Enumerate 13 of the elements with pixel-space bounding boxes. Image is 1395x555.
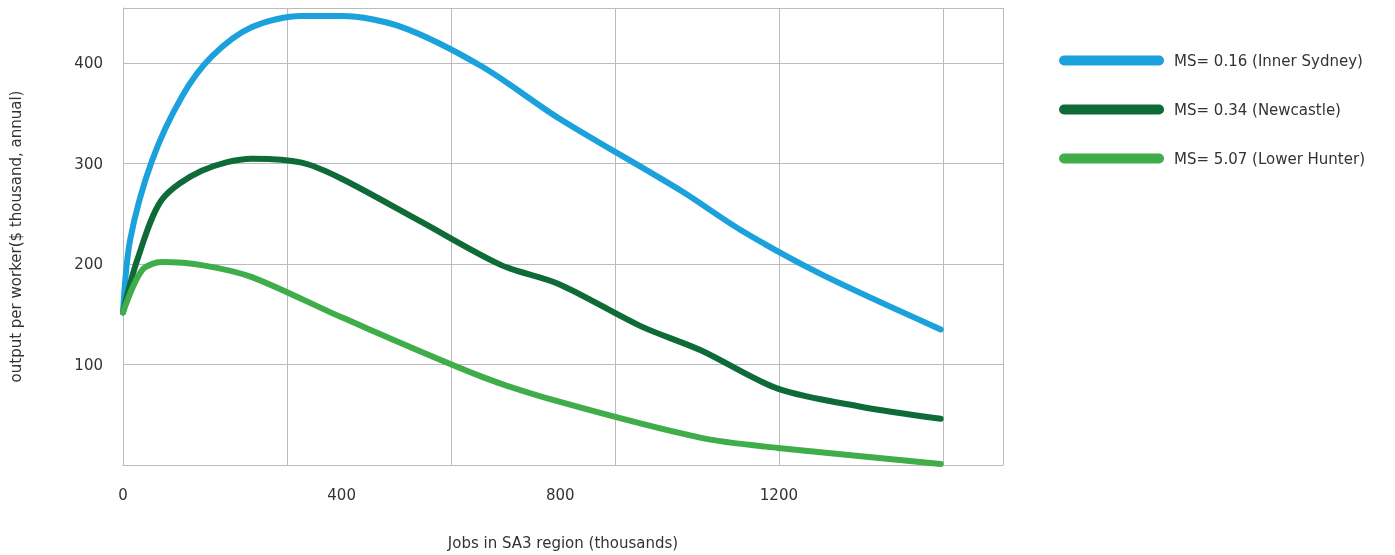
text: MS= 0.34 (Newcastle) (1174, 100, 1341, 119)
y-tick-label: 300 (74, 154, 103, 173)
y-tick-label: 200 (74, 255, 103, 274)
y-axis-title: output per worker($ thousand, annual) (6, 90, 25, 383)
text: MS= 0.16 (Inner Sydney) (1174, 51, 1363, 70)
x-tick-label: 400 (327, 485, 356, 504)
x-tick-label: 800 (545, 485, 575, 504)
x-axis-title: Jobs in SA3 region (thousands) (446, 533, 679, 552)
x-tick-label: 1200 (759, 485, 798, 504)
text: MS= 5.07 (Lower Hunter) (1174, 149, 1366, 168)
y-tick-label: 100 (74, 355, 103, 374)
y-tick-label: 400 (74, 54, 103, 73)
x-tick-label: 0 (118, 485, 128, 504)
